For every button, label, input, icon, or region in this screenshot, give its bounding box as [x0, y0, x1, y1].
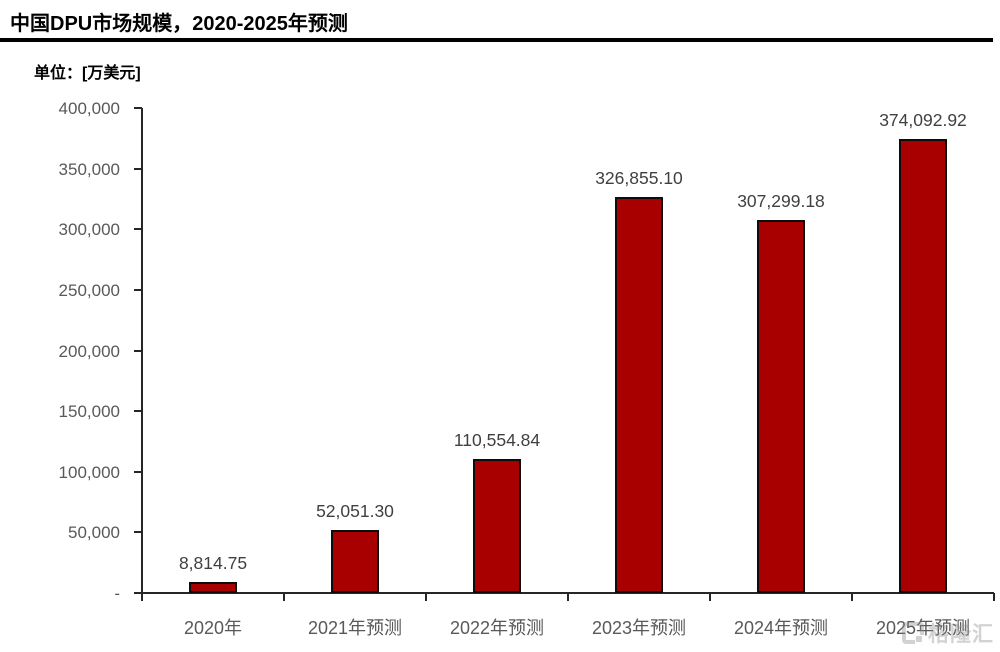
x-axis-tick — [425, 593, 427, 601]
bar-value-label: 307,299.18 — [737, 191, 825, 212]
y-axis-tick-label: 400,000 — [58, 99, 120, 118]
y-axis-line — [141, 108, 143, 595]
x-axis-tick — [993, 593, 995, 601]
bar — [757, 220, 805, 593]
x-axis-tick-label: 2020年 — [183, 618, 243, 638]
x-axis-tick-label: 2025年预测 — [875, 618, 971, 638]
y-axis-tick-label: 100,000 — [58, 462, 120, 482]
x-axis-tick-label: 2021年预测 — [307, 618, 403, 638]
title-underline-rule — [0, 38, 993, 42]
y-axis-tick — [134, 531, 142, 534]
bar-value-label: 110,554.84 — [453, 429, 541, 450]
x-axis-tick-label: 2024年预测 — [733, 618, 829, 638]
watermark: 格隆汇 — [902, 618, 994, 648]
watermark-text: 格隆汇 — [928, 623, 994, 646]
bar — [331, 529, 379, 593]
y-axis-tick-label: 150,000 — [58, 402, 120, 422]
bar-value-label: 326,855.10 — [595, 167, 683, 188]
bar-value-label: 52,051.30 — [316, 500, 394, 521]
gelonghui-logo-icon — [902, 622, 924, 644]
chart-title: 中国DPU市场规模，2020-2025年预测 — [10, 13, 348, 35]
y-axis-tick — [134, 349, 142, 352]
x-axis-tick-label: 2022年预测 — [449, 618, 545, 638]
bar — [189, 582, 237, 593]
y-axis-tick — [134, 410, 142, 413]
y-axis-tick-label: - — [114, 584, 120, 603]
x-axis-tick — [851, 593, 853, 601]
y-axis-tick-label: 300,000 — [58, 220, 120, 240]
y-axis-tick-label: 350,000 — [58, 159, 120, 179]
y-axis-tick — [134, 288, 142, 291]
x-axis-line — [134, 592, 994, 594]
bar — [899, 139, 947, 593]
y-axis-tick — [134, 167, 142, 170]
bar — [473, 458, 521, 593]
bar-value-label: 374,092.92 — [879, 110, 967, 131]
bar-value-label: 8,814.75 — [178, 553, 248, 574]
y-axis-tick-label: 50,000 — [68, 523, 120, 543]
x-axis-tick-label: 2023年预测 — [591, 618, 687, 638]
x-axis-tick — [141, 593, 143, 601]
x-axis-tick — [567, 593, 569, 601]
y-axis-tick — [134, 228, 142, 231]
bar — [615, 196, 663, 593]
y-axis-tick — [134, 107, 142, 109]
y-axis-tick-label: 200,000 — [58, 341, 120, 361]
x-axis-tick — [709, 593, 711, 601]
y-axis-tick-label: 250,000 — [58, 280, 120, 300]
axis-unit-label: 单位：[万美元] — [34, 65, 141, 82]
x-axis-tick — [283, 593, 285, 601]
y-axis-tick — [134, 470, 142, 473]
y-axis-tick — [134, 592, 142, 594]
